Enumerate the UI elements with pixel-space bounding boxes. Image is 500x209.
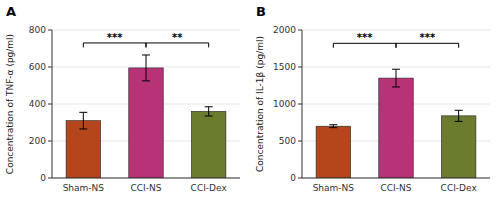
error-bar <box>455 110 463 121</box>
y-tick <box>48 30 52 31</box>
y-axis <box>302 30 303 178</box>
panel: 0 200 400 600 800 Sham-NS CCI-NS CCI-Dex Concent… <box>5 4 240 193</box>
error-cap <box>142 54 150 55</box>
y-tick <box>298 30 302 31</box>
error-bar <box>205 107 213 116</box>
y-tick-label: 1500 <box>273 62 296 72</box>
y-tick-label: 600 <box>29 62 46 72</box>
y-tick <box>298 141 302 142</box>
y-axis <box>52 30 53 178</box>
error-cap <box>329 127 337 128</box>
error-cap <box>455 110 463 111</box>
y-tick-label: 1000 <box>273 99 296 109</box>
error-bar <box>392 69 400 87</box>
figure: 0 200 400 600 800 Sham-NS CCI-NS CCI-Dex Concent… <box>0 0 500 209</box>
error-cap <box>455 121 463 122</box>
x-axis <box>302 178 490 179</box>
bar <box>441 116 475 178</box>
panel: 0 500 1000 1500 2000 Sham-NS CCI-NS CCI-Dex Conc… <box>255 4 490 193</box>
y-tick <box>48 104 52 105</box>
error-cap <box>79 128 87 129</box>
bar <box>379 78 413 178</box>
significance-bracket <box>83 43 146 47</box>
grid-line <box>302 178 490 179</box>
y-tick <box>48 141 52 142</box>
x-tick-label: CCI-Dex <box>191 183 228 193</box>
x-tick-label: CCI-NS <box>131 183 162 193</box>
error-bar <box>142 55 150 81</box>
grid-line <box>52 30 240 31</box>
error-cap <box>79 112 87 113</box>
error-bar <box>79 112 87 129</box>
y-tick-label: 800 <box>29 25 46 35</box>
panel-title: A <box>6 4 16 19</box>
significance-bracket <box>146 43 209 47</box>
y-tick <box>298 178 302 179</box>
error-stem <box>208 107 209 116</box>
significance-bracket <box>333 43 396 47</box>
y-axis-label: Concentration of IL-1β (pg/ml) <box>255 36 265 172</box>
significance-bracket <box>396 43 459 47</box>
y-tick <box>298 67 302 68</box>
x-tick-label: CCI-Dex <box>441 183 478 193</box>
grid-line <box>302 67 490 68</box>
significance-label: *** <box>419 32 435 43</box>
grid-line <box>302 30 490 31</box>
y-tick <box>48 178 52 179</box>
significance-label: *** <box>107 32 123 43</box>
y-tick-label: 400 <box>29 99 46 109</box>
y-tick-label: 0 <box>40 173 46 183</box>
y-tick-label: 500 <box>279 136 296 146</box>
error-stem <box>396 69 397 87</box>
bar <box>66 121 100 178</box>
error-cap <box>392 86 400 87</box>
significance-label: ** <box>172 32 183 43</box>
significance-label: *** <box>357 32 373 43</box>
x-tick-label: Sham-NS <box>63 183 105 193</box>
bar <box>191 111 225 178</box>
x-tick-label: Sham-NS <box>313 183 355 193</box>
y-tick-label: 0 <box>290 173 296 183</box>
error-cap <box>205 116 213 117</box>
x-axis <box>52 178 240 179</box>
error-stem <box>458 110 459 121</box>
error-bar <box>329 125 337 128</box>
error-cap <box>205 106 213 107</box>
y-tick-label: 2000 <box>273 25 296 35</box>
error-stem <box>146 55 147 81</box>
y-tick <box>298 104 302 105</box>
y-axis-label: Concentration of TNF-α (pg/ml) <box>5 34 15 174</box>
bar <box>129 68 163 178</box>
bar <box>316 126 350 178</box>
grid-line <box>52 178 240 179</box>
plot-area <box>66 55 226 178</box>
error-cap <box>329 124 337 125</box>
error-cap <box>142 80 150 81</box>
plot-area <box>316 69 476 178</box>
x-tick-label: CCI-NS <box>381 183 412 193</box>
y-tick <box>48 67 52 68</box>
y-tick-label: 200 <box>29 136 46 146</box>
panel-title: B <box>256 4 266 19</box>
error-stem <box>83 112 84 129</box>
error-cap <box>392 69 400 70</box>
